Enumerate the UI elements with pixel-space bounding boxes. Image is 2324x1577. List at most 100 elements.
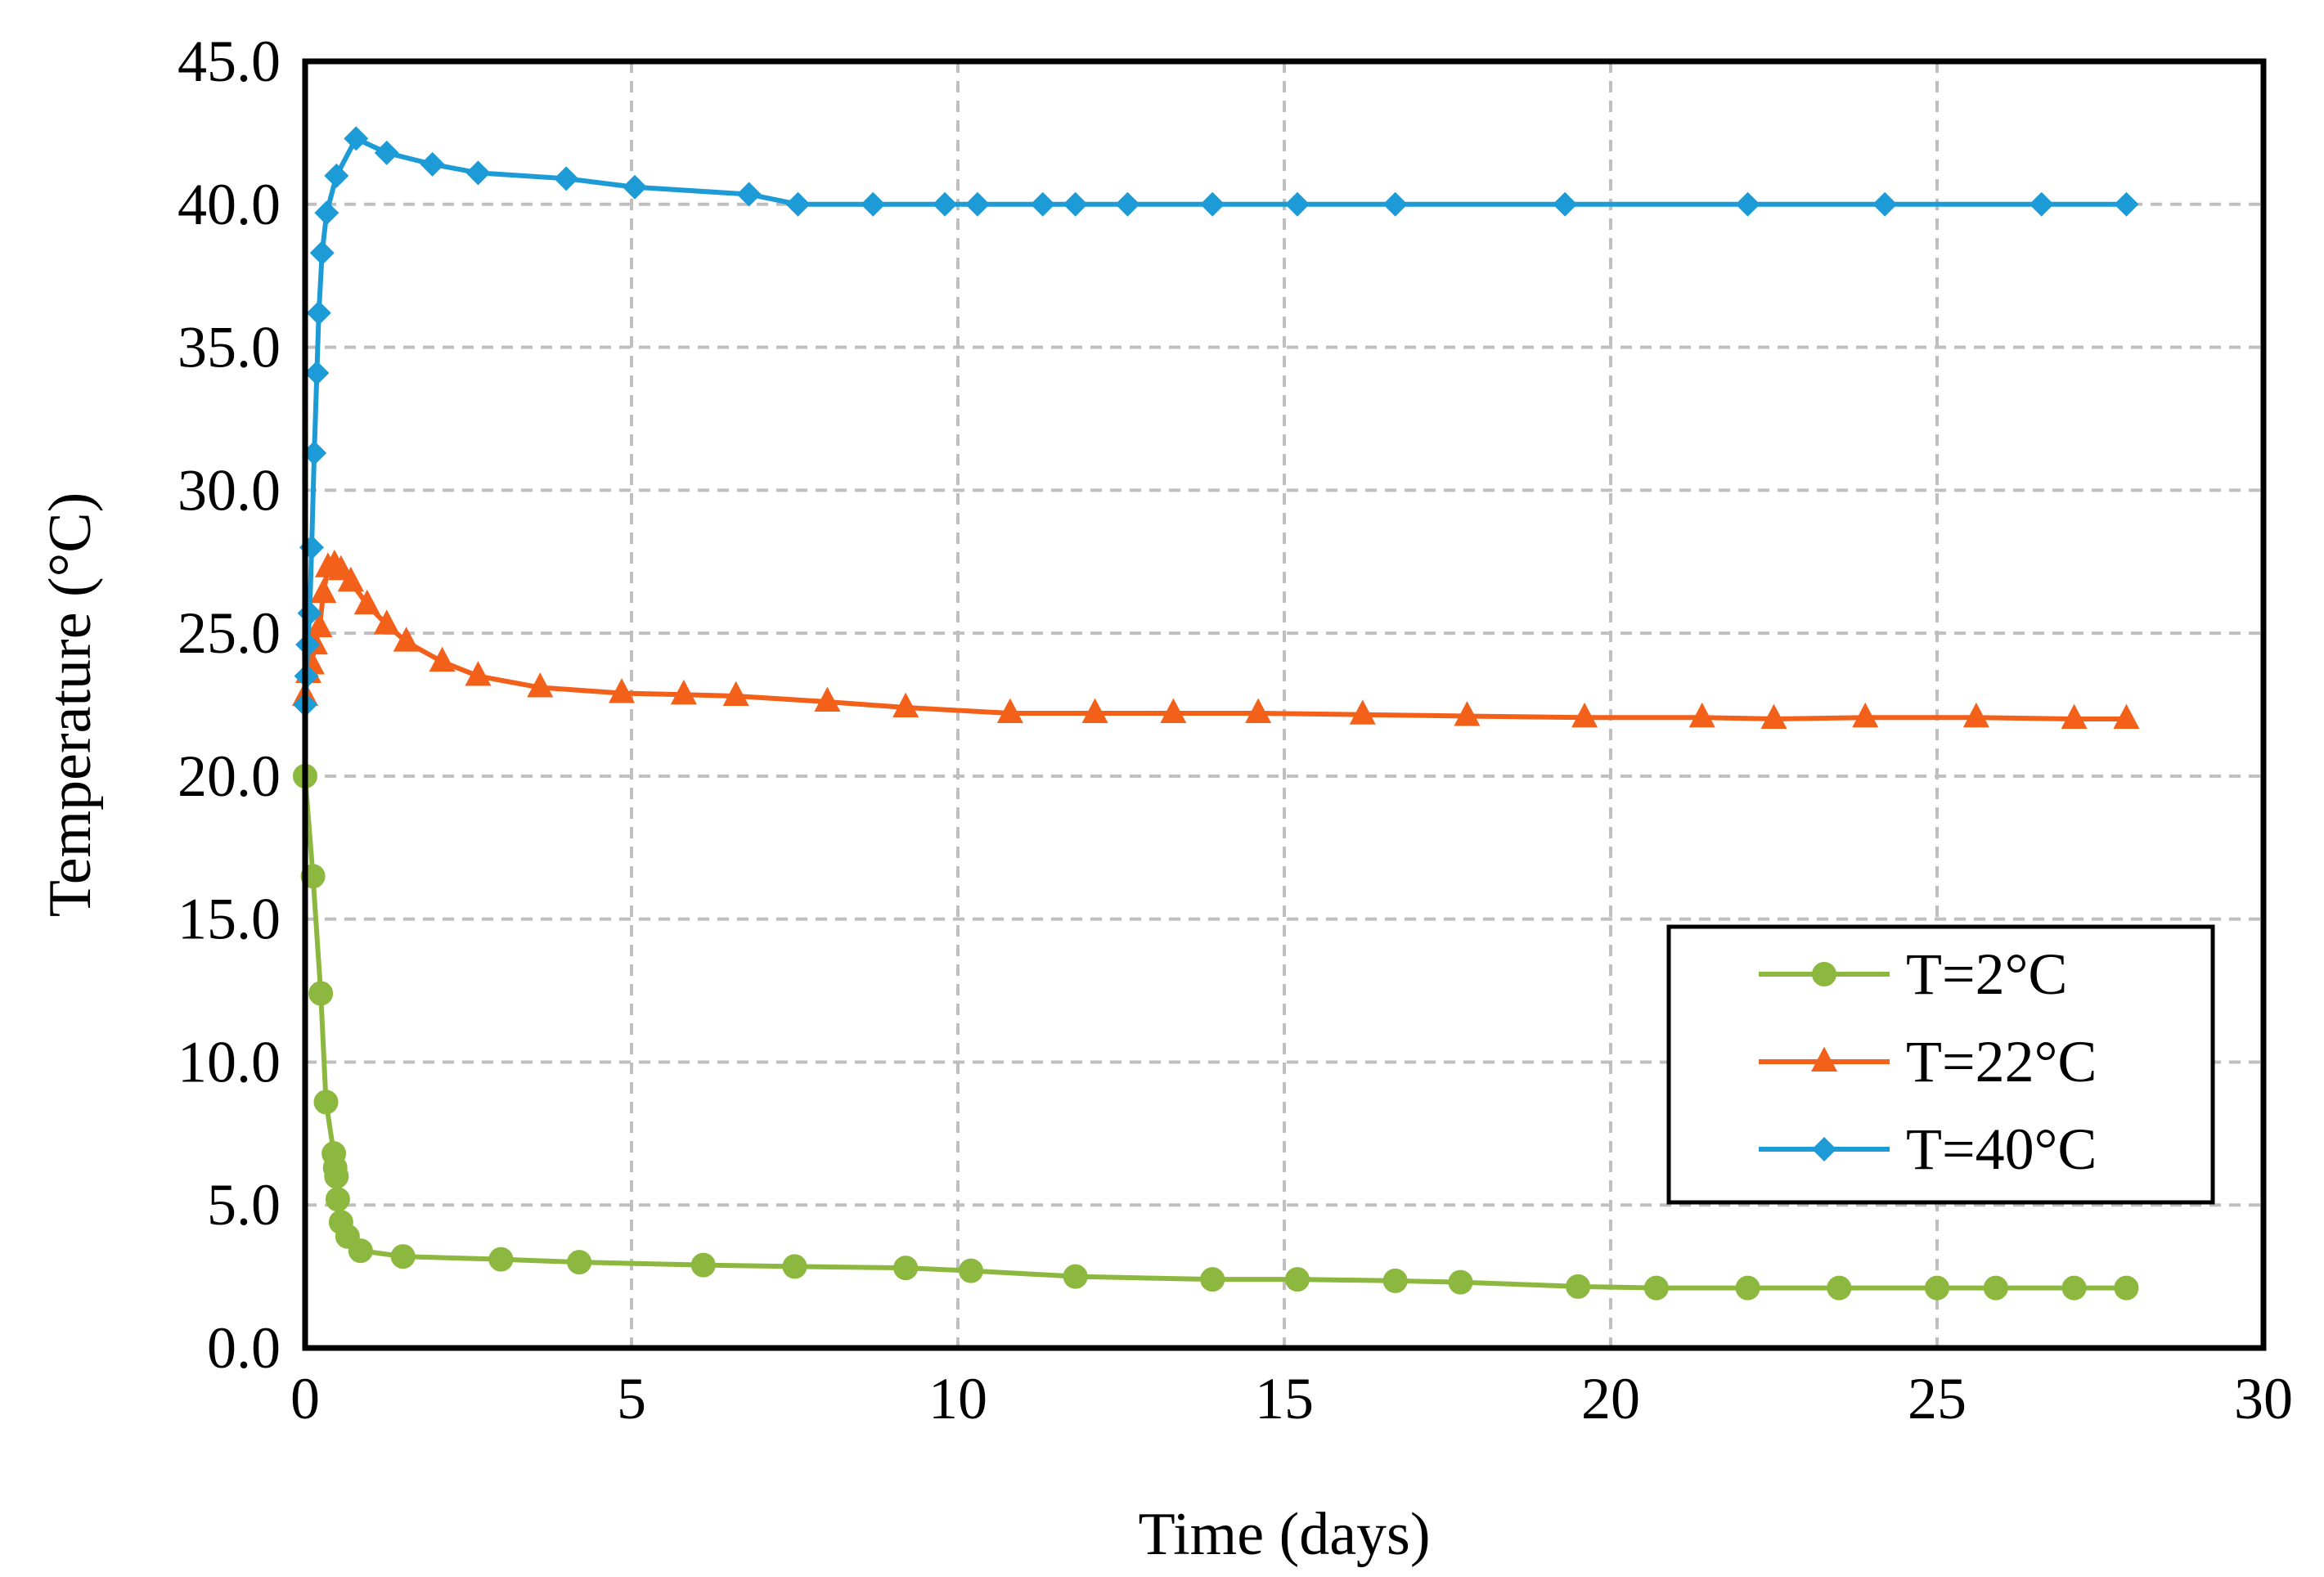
data-point (390, 1244, 416, 1269)
x-tick-label: 15 (1255, 1366, 1314, 1431)
series-2 (293, 126, 2139, 717)
data-point (1200, 191, 1225, 217)
data-point (622, 174, 647, 200)
data-point (325, 1187, 350, 1212)
data-point (314, 200, 339, 226)
axis-ticks: 0 5 10 15 20 25 30 0.0 5.0 10.0 15.0 20.0 25.0 30.0 35… (178, 29, 2293, 1431)
legend-label-2: T=40°C (1906, 1116, 2097, 1182)
data-point (1983, 1275, 2008, 1301)
data-point (958, 1258, 983, 1283)
data-point (1643, 1275, 1669, 1301)
y-tick-label: 0.0 (207, 1315, 281, 1381)
data-point (465, 661, 492, 686)
data-point (1382, 191, 1408, 217)
data-point (527, 672, 554, 698)
y-tick-label: 5.0 (207, 1172, 281, 1238)
data-point (1852, 702, 1879, 728)
data-point (306, 300, 331, 326)
legend-marker-1 (1811, 1046, 1837, 1072)
data-point (313, 1090, 339, 1115)
y-axis-title: Temperature (°C) (37, 492, 104, 918)
data-point (302, 440, 327, 465)
data-point (1382, 1268, 1408, 1293)
y-tick-label: 35.0 (178, 315, 281, 380)
data-point (309, 240, 335, 266)
series-1 (292, 549, 2140, 729)
data-point (1688, 702, 1715, 728)
data-point (373, 609, 400, 635)
data-point (374, 140, 399, 165)
data-point (1454, 701, 1481, 726)
data-point (1872, 191, 1898, 217)
data-point (964, 191, 990, 217)
data-point (933, 191, 958, 217)
data-point (2114, 1275, 2139, 1301)
data-point (722, 681, 749, 707)
data-point (892, 692, 919, 717)
x-axis-title: Time (days) (1139, 1501, 1431, 1568)
data-point (1448, 1269, 1473, 1295)
data-point (2113, 703, 2140, 729)
data-point (1735, 191, 1760, 217)
data-point (353, 589, 380, 615)
series-0 (293, 763, 2139, 1301)
data-point (304, 361, 330, 386)
x-tick-label: 10 (928, 1366, 987, 1431)
data-point (306, 612, 333, 638)
x-tick-label: 5 (617, 1366, 646, 1431)
data-point (1081, 698, 1108, 723)
data-point (2061, 1275, 2087, 1301)
data-point (310, 577, 337, 604)
data-point (1030, 191, 1055, 217)
y-tick-label: 15.0 (178, 887, 281, 952)
x-tick-label: 0 (290, 1366, 320, 1431)
legend-label-1: T=22°C (1906, 1029, 2097, 1094)
legend-item-1: T=22°C (1759, 1029, 2097, 1094)
legend: T=2°C T=22°C T=40°C (1666, 924, 2215, 1205)
data-point (782, 1254, 807, 1279)
data-point (393, 627, 420, 652)
data-point (1245, 698, 1272, 723)
data-point (670, 679, 697, 705)
data-point (429, 646, 456, 672)
data-point (324, 1164, 349, 1189)
data-point (2029, 191, 2054, 217)
data-point (893, 1256, 919, 1281)
data-point (344, 126, 369, 151)
data-point (609, 678, 636, 703)
legend-marker-2 (1812, 1137, 1836, 1161)
plot-area-frame (302, 58, 2267, 1351)
data-point (1735, 1275, 1760, 1301)
data-point (1566, 1274, 1591, 1299)
data-point (1925, 1275, 1949, 1301)
x-tick-label: 25 (1908, 1366, 1967, 1431)
legend-marker-0 (1812, 962, 1836, 986)
data-point (996, 698, 1023, 723)
data-point (465, 160, 491, 186)
data-point (1160, 698, 1187, 723)
legend-label-0: T=2°C (1906, 941, 2067, 1007)
y-tick-label: 45.0 (178, 29, 281, 94)
x-tick-label: 30 (2234, 1366, 2293, 1431)
data-point (1284, 1267, 1310, 1292)
series-group (292, 126, 2140, 1301)
data-point (1571, 702, 1598, 728)
data-point (308, 981, 334, 1006)
data-point (2114, 191, 2139, 217)
data-point (567, 1250, 592, 1275)
data-point (785, 191, 811, 217)
data-point (1115, 191, 1140, 217)
data-point (348, 1238, 373, 1264)
data-point (690, 1252, 716, 1278)
data-point (1063, 191, 1088, 217)
data-point (2061, 703, 2088, 729)
y-tick-label: 10.0 (178, 1029, 281, 1094)
data-point (1284, 191, 1310, 217)
data-point (1200, 1267, 1225, 1292)
legend-item-0: T=2°C (1759, 941, 2067, 1007)
data-point (1760, 703, 1787, 729)
data-point (488, 1247, 514, 1272)
data-point (1827, 1275, 1852, 1301)
